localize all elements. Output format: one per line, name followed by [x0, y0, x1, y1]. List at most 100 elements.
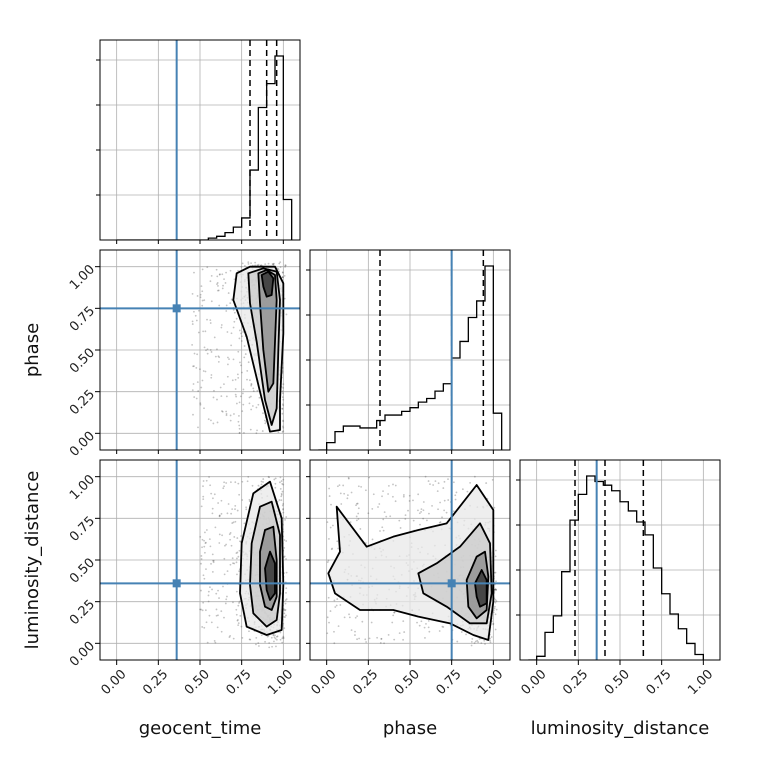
scatter-point: [328, 495, 331, 497]
scatter-point: [216, 626, 219, 629]
scatter-point: [333, 630, 335, 633]
density-content: [310, 460, 510, 660]
scatter-point: [197, 390, 200, 392]
scatter-point: [485, 482, 488, 484]
scatter-point: [199, 535, 202, 538]
scatter-point: [201, 609, 204, 612]
scatter-point: [250, 383, 253, 386]
scatter-point: [210, 351, 213, 353]
scatter-point: [225, 271, 227, 274]
scatter-point: [262, 412, 264, 415]
scatter-point: [213, 389, 215, 392]
scatter-point: [402, 495, 405, 498]
truth-marker: [447, 579, 456, 588]
scatter-point: [238, 424, 241, 427]
scatter-point: [279, 261, 282, 264]
scatter-point: [283, 539, 286, 541]
scatter-point: [283, 274, 286, 277]
scatter-point: [229, 531, 232, 534]
scatter-point: [336, 485, 339, 488]
scatter-point: [398, 632, 401, 635]
contour-line: [239, 480, 285, 636]
scatter-point: [412, 519, 415, 522]
scatter-point: [203, 545, 206, 548]
scatter-point: [260, 264, 263, 267]
scatter-point: [210, 374, 213, 376]
scatter-point: [408, 494, 411, 497]
scatter-point: [237, 555, 240, 558]
scatter-point: [438, 521, 441, 524]
scatter-point: [202, 480, 205, 482]
scatter-point: [426, 519, 428, 522]
scatter-point: [402, 620, 405, 623]
x-tick-label: 0.75: [434, 667, 465, 698]
scatter-point: [232, 358, 235, 361]
scatter-point: [240, 265, 243, 268]
scatter-point: [382, 490, 384, 493]
scatter-point: [285, 614, 287, 617]
y-axis-phase: 0.00 0.25 0.50 0.75 1.00 phase: [22, 262, 100, 460]
scatter-point: [383, 511, 386, 513]
scatter-point: [372, 493, 375, 496]
scatter-point: [343, 616, 346, 619]
scatter-point: [203, 577, 206, 580]
scatter-point: [285, 540, 288, 542]
scatter-point: [242, 388, 245, 391]
scatter-point: [200, 505, 203, 508]
scatter-point: [493, 607, 496, 610]
scatter-point: [236, 619, 239, 622]
scatter-point: [209, 319, 212, 321]
x-tick-label: 0.25: [140, 667, 171, 698]
scatter-point: [489, 641, 492, 644]
scatter-point: [193, 352, 196, 355]
scatter-point: [230, 332, 233, 335]
x-axis-label: luminosity_distance: [531, 718, 710, 739]
y-tick-label: 1.00: [67, 472, 98, 503]
scatter-point: [361, 620, 364, 623]
scatter-point: [493, 506, 496, 509]
scatter-point: [494, 588, 497, 591]
scatter-point: [355, 515, 358, 518]
scatter-point: [494, 601, 497, 604]
scatter-point: [494, 628, 497, 631]
scatter-point: [473, 642, 476, 644]
scatter-point: [489, 637, 491, 640]
scatter-point: [220, 499, 223, 502]
scatter-point: [205, 621, 208, 624]
x-axis-label: phase: [383, 718, 437, 739]
scatter-point: [192, 383, 195, 385]
scatter-point: [239, 614, 242, 617]
scatter-point: [447, 478, 449, 481]
scatter-point: [206, 266, 209, 269]
scatter-point: [494, 598, 497, 601]
scatter-point: [277, 268, 280, 271]
scatter-point: [282, 637, 285, 639]
scatter-point: [200, 555, 203, 557]
scatter-point: [267, 475, 270, 478]
scatter-point: [229, 563, 232, 566]
scatter-point: [382, 518, 385, 521]
x-axis-luminosity_distance: 0.00 0.25 0.50 0.75 1.00 luminosity_distance: [519, 660, 716, 739]
scatter-point: [216, 289, 219, 292]
scatter-point: [282, 616, 285, 618]
scatter-point: [256, 264, 259, 267]
scatter-point: [205, 568, 207, 571]
scatter-point: [327, 596, 330, 599]
scatter-point: [226, 570, 229, 573]
scatter-point: [220, 395, 223, 398]
scatter-point: [282, 426, 285, 429]
scatter-point: [213, 640, 216, 642]
scatter-point: [326, 632, 329, 635]
scatter-point: [348, 616, 351, 619]
scatter-point: [283, 297, 286, 300]
x-axis-label: geocent_time: [139, 718, 262, 739]
scatter-point: [213, 336, 216, 339]
scatter-point: [346, 497, 349, 500]
contour-line: [264, 550, 276, 601]
scatter-point: [240, 535, 242, 537]
scatter-point: [455, 491, 458, 494]
scatter-point: [216, 281, 219, 284]
scatter-point: [229, 302, 232, 305]
scatter-point: [279, 481, 281, 484]
